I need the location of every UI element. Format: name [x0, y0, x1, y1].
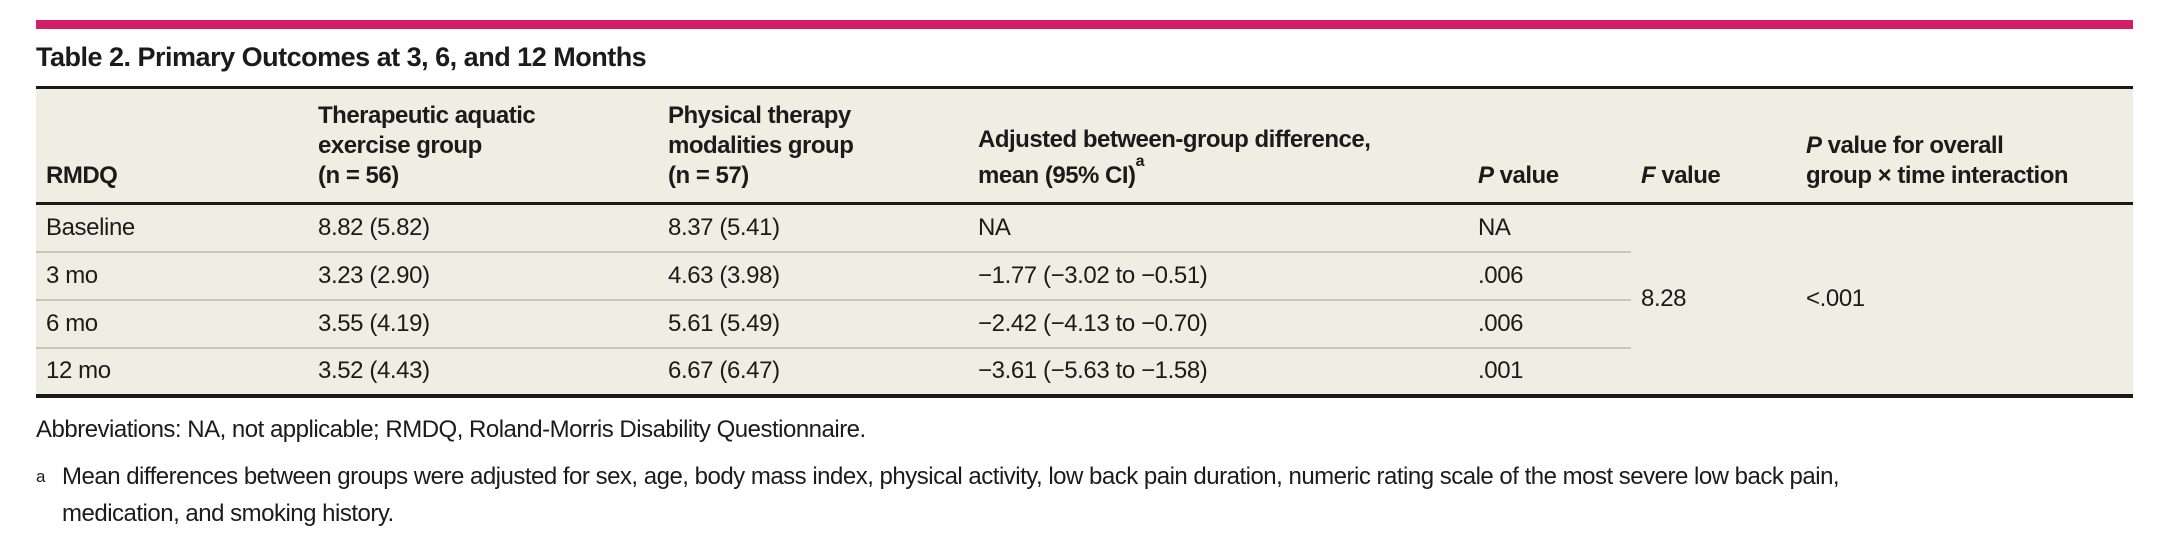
header-line: Therapeutic aquatic — [318, 102, 536, 129]
header-line: P value for overall — [1806, 132, 2004, 159]
header-line: mean (95% CI)a — [978, 153, 1145, 189]
table-row-3mo: 3 mo 3.23 (2.90) 4.63 (3.98) −1.77 (−3.0… — [36, 251, 2133, 301]
footnote-marker-a: a — [1135, 153, 1145, 170]
table-row-baseline: Baseline 8.82 (5.82) 8.37 (5.41) NA NA 8… — [36, 203, 2133, 312]
primary-outcomes-table: RMDQ Therapeutic aquatic exercise group … — [36, 86, 2133, 398]
cell-difference: −1.77 (−3.02 to −0.51) — [968, 251, 1468, 301]
cell-p-value: NA — [1468, 203, 1631, 253]
header-row: RMDQ Therapeutic aquatic exercise group … — [36, 87, 2133, 205]
header-line: Adjusted between-group difference, — [978, 126, 1371, 153]
header-line: group × time interaction — [1806, 162, 2069, 189]
header-pt-group: Physical therapy modalities group (n = 5… — [658, 87, 968, 205]
cell-difference: −3.61 (−5.63 to −1.58) — [978, 357, 1208, 384]
cell-aquatic: 3.23 (2.90) — [308, 251, 658, 301]
row-label: Baseline — [36, 203, 308, 253]
abbreviations-note: Abbreviations: NA, not applicable; RMDQ,… — [36, 415, 866, 443]
footnote-a-marker: a — [36, 466, 45, 486]
cell-pt: 5.61 (5.49) — [658, 299, 968, 349]
footnote-a-line2: medication, and smoking history. — [62, 499, 394, 527]
header-adjusted-difference: Adjusted between-group difference, mean … — [968, 87, 1468, 205]
cell-pt: 4.63 (3.98) — [658, 251, 968, 301]
cell-difference: −2.42 (−4.13 to −0.70) — [968, 299, 1468, 349]
row-label: 3 mo — [36, 251, 308, 301]
header-f-value: F value — [1631, 87, 1796, 205]
header-line: (n = 56) — [318, 162, 399, 189]
header-line: modalities group — [668, 132, 854, 159]
journal-table-figure: Table 2. Primary Outcomes at 3, 6, and 1… — [0, 20, 2158, 532]
cell-p-value: .006 — [1468, 251, 1631, 301]
header-line: exercise group — [318, 132, 482, 159]
footnote-a-line1: Mean differences between groups were adj… — [62, 462, 1840, 490]
row-label: 12 mo — [46, 357, 111, 384]
header-p-value: P value — [1468, 87, 1631, 205]
cell-p-value: .006 — [1468, 299, 1631, 349]
cell-f-value: 8.28 — [1641, 285, 1687, 313]
row-label: 6 mo — [36, 299, 308, 349]
footnote-a-text: Mean differences between groups were adj… — [62, 458, 2133, 532]
footnote-a: a Mean differences between groups were a… — [36, 458, 2133, 532]
table-title: Table 2. Primary Outcomes at 3, 6, and 1… — [36, 42, 647, 72]
header-interaction-p: P value for overall group × time interac… — [1796, 87, 2133, 205]
cell-aquatic: 3.55 (4.19) — [308, 299, 658, 349]
cell-interaction-p: <.001 — [1806, 285, 1865, 313]
cell-aquatic: 3.52 (4.43) — [318, 357, 430, 384]
cell-pt: 8.37 (5.41) — [658, 203, 968, 253]
cell-difference: NA — [968, 203, 1468, 253]
cell-pt: 6.67 (6.47) — [668, 357, 780, 384]
table-footnotes: Abbreviations: NA, not applicable; RMDQ,… — [36, 413, 2133, 532]
cell-p-value: .001 — [1478, 357, 1524, 384]
header-aquatic-group: Therapeutic aquatic exercise group (n = … — [308, 87, 658, 205]
journal-accent-bar — [36, 20, 2133, 29]
cell-aquatic: 8.82 (5.82) — [308, 203, 658, 253]
header-rmdq: RMDQ — [36, 87, 308, 205]
table-row-12mo: 12 mo 3.52 (4.43) 6.67 (6.47) −3.61 (−5.… — [36, 348, 2133, 396]
header-line: (n = 57) — [668, 162, 749, 189]
header-line: Physical therapy — [668, 102, 851, 129]
table-row-6mo: 6 mo 3.55 (4.19) 5.61 (5.49) −2.42 (−4.1… — [36, 299, 2133, 349]
